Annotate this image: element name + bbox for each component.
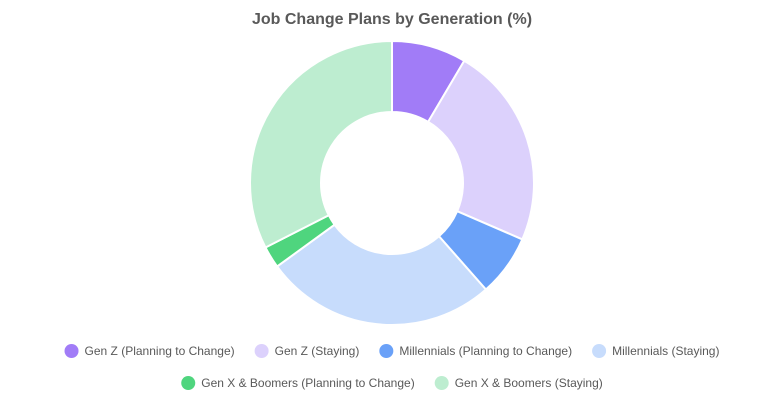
legend-item-1[interactable]: Gen Z (Staying)	[254, 344, 360, 358]
legend-swatch-5	[434, 376, 449, 390]
slice-1[interactable]	[426, 59, 535, 241]
legend-label-0: Gen Z (Planning to Change)	[85, 344, 235, 358]
legend-label-2: Millennials (Planning to Change)	[399, 344, 572, 358]
legend-item-3[interactable]: Millennials (Staying)	[592, 344, 719, 358]
legend-item-2[interactable]: Millennials (Planning to Change)	[379, 344, 572, 358]
legend-swatch-4	[181, 376, 196, 390]
legend-swatch-2	[379, 344, 394, 358]
donut-slices	[249, 39, 535, 326]
legend-swatch-0	[64, 344, 79, 358]
chart-title: Job Change Plans by Generation (%)	[252, 11, 532, 28]
legend-item-5[interactable]: Gen X & Boomers (Staying)	[434, 376, 603, 390]
legend-swatch-1	[254, 344, 269, 358]
chart-legend: Gen Z (Planning to Change) Gen Z (Staying…	[64, 344, 719, 390]
legend-label-3: Millennials (Staying)	[612, 344, 719, 358]
legend-label-4: Gen X & Boomers (Planning to Change)	[201, 376, 414, 390]
legend-label-1: Gen Z (Staying)	[275, 344, 360, 358]
slice-3[interactable]	[275, 223, 488, 326]
legend-swatch-3	[592, 344, 607, 358]
legend-item-4[interactable]: Gen X & Boomers (Planning to Change)	[181, 376, 415, 390]
legend-label-5: Gen X & Boomers (Staying)	[455, 376, 603, 390]
slice-5[interactable]	[249, 39, 393, 249]
legend-item-0[interactable]: Gen Z (Planning to Change)	[64, 344, 235, 358]
